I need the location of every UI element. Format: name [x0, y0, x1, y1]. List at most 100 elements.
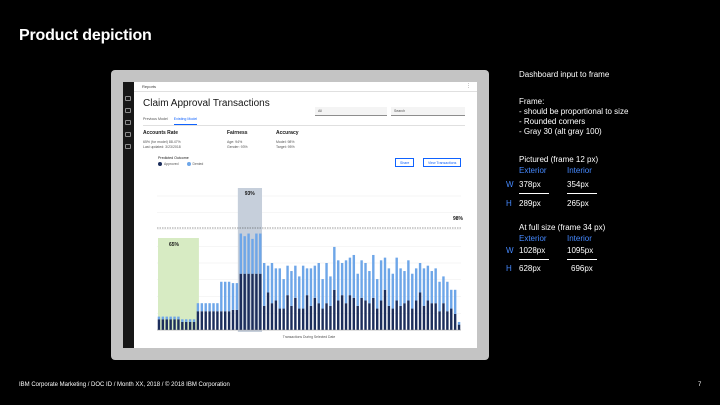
bar-approved[interactable] — [450, 308, 453, 330]
bar-denied[interactable] — [446, 281, 449, 312]
bar-denied[interactable] — [188, 319, 192, 322]
bar-approved[interactable] — [173, 319, 176, 330]
bar-denied[interactable] — [426, 265, 430, 301]
bar-approved[interactable] — [407, 300, 410, 330]
bar-denied[interactable] — [313, 265, 317, 298]
tab-existing-model[interactable]: Existing Model — [173, 116, 198, 125]
bar-denied[interactable] — [395, 257, 398, 301]
bar-denied[interactable] — [430, 271, 433, 304]
bar-approved[interactable] — [227, 311, 231, 330]
bar-approved[interactable] — [411, 308, 414, 330]
bar-denied[interactable] — [239, 233, 243, 274]
bar-approved[interactable] — [239, 273, 243, 330]
bar-approved[interactable] — [216, 311, 219, 330]
bar-denied[interactable] — [177, 316, 180, 320]
bar-approved[interactable] — [340, 295, 344, 330]
bar-denied[interactable] — [352, 254, 356, 298]
bar-approved[interactable] — [243, 273, 246, 330]
bar-approved[interactable] — [220, 311, 223, 330]
bar-approved[interactable] — [185, 321, 188, 330]
bar-denied[interactable] — [368, 271, 371, 304]
bar-denied[interactable] — [305, 268, 309, 296]
bar-denied[interactable] — [450, 289, 453, 309]
bar-denied[interactable] — [375, 279, 379, 309]
bar-denied[interactable] — [411, 273, 414, 309]
bar-approved[interactable] — [356, 305, 359, 330]
bar-denied[interactable] — [391, 273, 395, 309]
bar-approved[interactable] — [286, 295, 289, 330]
bar-approved[interactable] — [313, 297, 317, 330]
bar-denied[interactable] — [200, 303, 204, 312]
bar-denied[interactable] — [317, 263, 320, 304]
bar-approved[interactable] — [430, 303, 433, 330]
bar-denied[interactable] — [325, 263, 328, 304]
bar-denied[interactable] — [407, 260, 410, 301]
bar-denied[interactable] — [453, 289, 457, 314]
bar-denied[interactable] — [223, 281, 227, 312]
bar-approved[interactable] — [387, 305, 391, 330]
view-transactions-button[interactable]: View Transactions — [423, 158, 462, 167]
bar-approved[interactable] — [274, 300, 278, 330]
bar-denied[interactable] — [442, 276, 445, 304]
nav-settings-icon[interactable] — [125, 144, 131, 149]
bar-denied[interactable] — [157, 316, 161, 320]
bar-approved[interactable] — [329, 305, 332, 330]
bar-approved[interactable] — [290, 305, 293, 330]
bar-approved[interactable] — [169, 319, 172, 330]
bar-approved[interactable] — [395, 300, 398, 330]
bar-approved[interactable] — [375, 308, 379, 330]
bar-denied[interactable] — [173, 316, 176, 320]
bar-denied[interactable] — [282, 279, 285, 309]
bar-denied[interactable] — [208, 303, 211, 312]
bar-denied[interactable] — [270, 263, 274, 304]
bar-denied[interactable] — [301, 265, 305, 309]
bar-denied[interactable] — [309, 268, 313, 306]
bar-approved[interactable] — [208, 311, 211, 330]
bar-denied[interactable] — [364, 263, 367, 301]
legend-item-approved[interactable]: Approved — [158, 162, 179, 167]
bar-denied[interactable] — [329, 276, 332, 306]
bar-approved[interactable] — [251, 273, 254, 330]
filter-select[interactable]: All — [315, 107, 387, 116]
bar-denied[interactable] — [403, 271, 406, 304]
bar-denied[interactable] — [161, 316, 165, 320]
bar-denied[interactable] — [165, 316, 168, 320]
bar-denied[interactable] — [192, 319, 196, 322]
bar-denied[interactable] — [290, 271, 293, 306]
bar-approved[interactable] — [446, 311, 449, 330]
bar-approved[interactable] — [298, 308, 301, 330]
bar-approved[interactable] — [223, 311, 227, 330]
bar-denied[interactable] — [337, 260, 340, 301]
bar-approved[interactable] — [434, 303, 437, 330]
bar-denied[interactable] — [321, 279, 324, 309]
nav-pencil-icon[interactable] — [125, 96, 131, 101]
bar-denied[interactable] — [247, 233, 250, 274]
bar-approved[interactable] — [177, 319, 180, 330]
bar-denied[interactable] — [348, 257, 352, 296]
bar-approved[interactable] — [399, 305, 402, 330]
bar-approved[interactable] — [453, 313, 457, 330]
bar-denied[interactable] — [204, 303, 207, 312]
bar-approved[interactable] — [309, 305, 313, 330]
bar-approved[interactable] — [391, 308, 395, 330]
overflow-menu-icon[interactable]: ⋮ — [466, 83, 471, 89]
bar-approved[interactable] — [403, 303, 406, 330]
bar-denied[interactable] — [266, 265, 270, 293]
bar-approved[interactable] — [337, 300, 340, 330]
bar-denied[interactable] — [185, 319, 188, 322]
bar-approved[interactable] — [235, 309, 239, 330]
bar-denied[interactable] — [438, 281, 441, 312]
bar-denied[interactable] — [231, 283, 235, 310]
bar-denied[interactable] — [220, 281, 223, 312]
bar-approved[interactable] — [368, 303, 371, 330]
bar-denied[interactable] — [344, 260, 348, 304]
bar-denied[interactable] — [298, 276, 301, 309]
bar-approved[interactable] — [212, 311, 215, 330]
bar-approved[interactable] — [352, 297, 356, 330]
bar-approved[interactable] — [188, 321, 192, 330]
bar-denied[interactable] — [399, 268, 402, 306]
bar-approved[interactable] — [422, 305, 426, 330]
bar-denied[interactable] — [356, 273, 359, 306]
bar-approved[interactable] — [259, 273, 262, 330]
bar-denied[interactable] — [274, 268, 278, 301]
